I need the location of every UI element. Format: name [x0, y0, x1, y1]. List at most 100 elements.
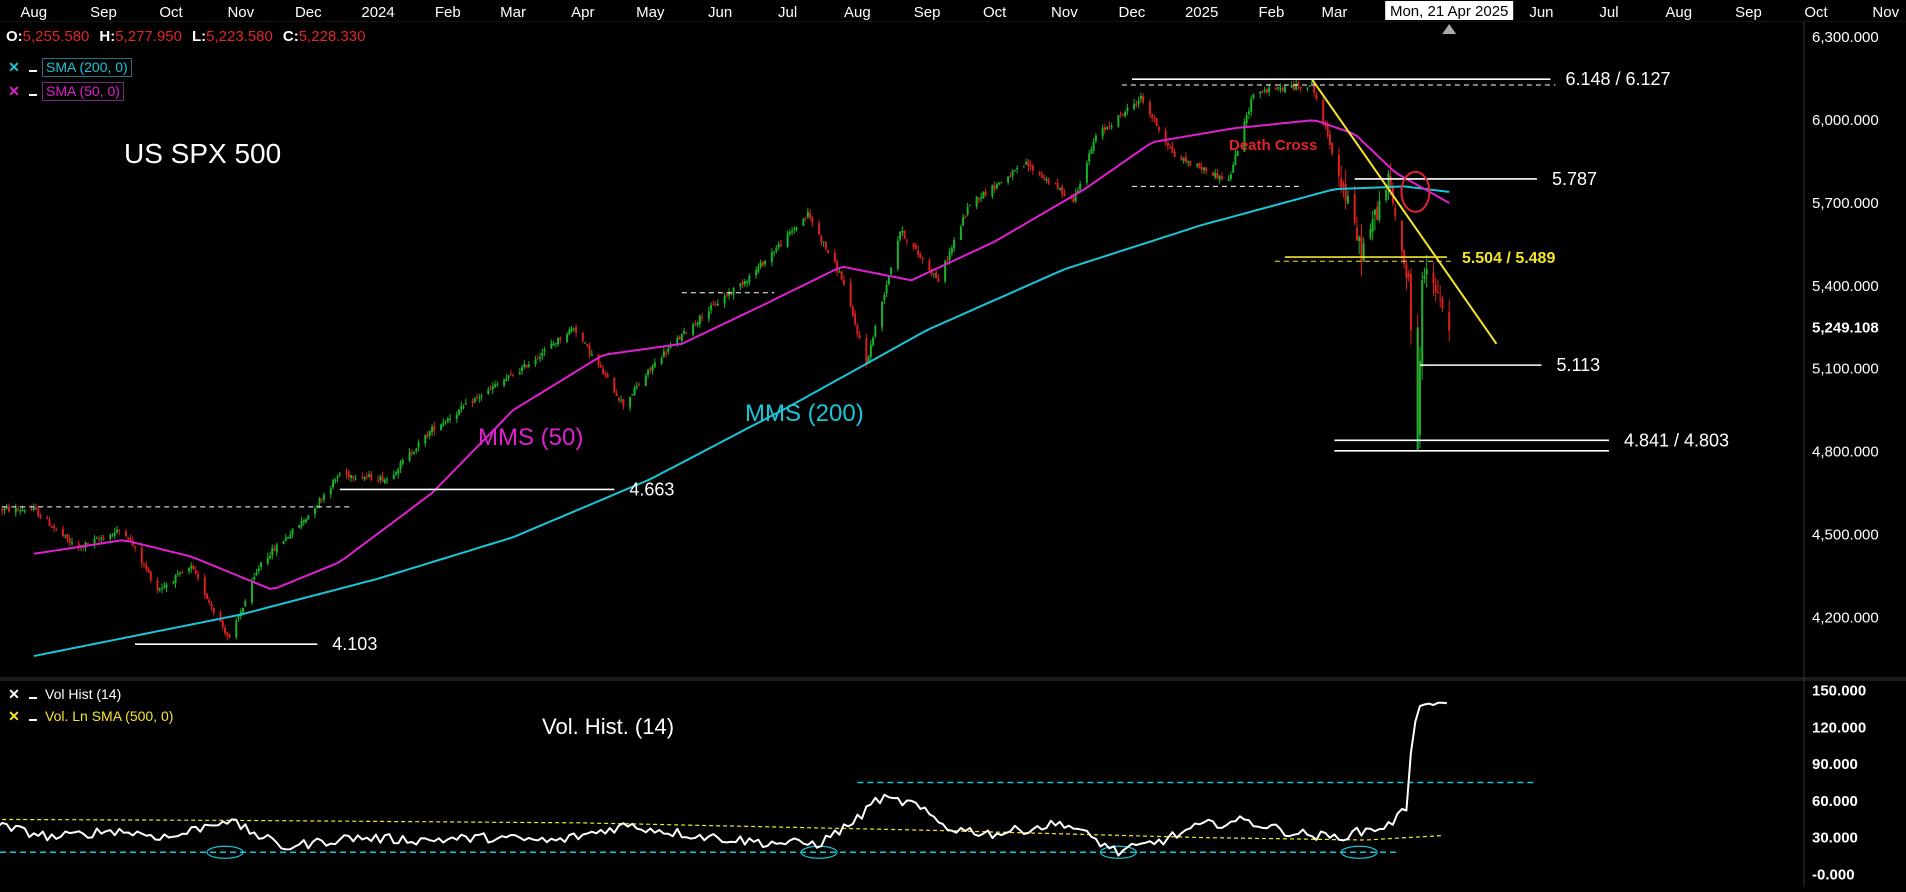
candle-body	[269, 555, 272, 558]
candle-body	[1101, 128, 1104, 137]
candle-body	[1040, 174, 1043, 178]
candle-body	[127, 537, 130, 540]
candle-body	[836, 261, 839, 272]
candle-body	[1371, 219, 1374, 232]
candle-body	[147, 568, 150, 573]
candle-body	[1045, 178, 1048, 181]
candle-body	[1211, 172, 1214, 177]
annotation-label: Death Cross	[1229, 137, 1317, 154]
candle-body	[1090, 149, 1093, 154]
candle-body	[449, 418, 452, 420]
candle-body	[991, 184, 994, 197]
candle-body	[365, 476, 368, 478]
time-tick-label: Mar	[500, 4, 526, 21]
candle-body	[212, 607, 215, 613]
candle-body	[521, 367, 524, 372]
time-tick-label: Jun	[1529, 4, 1553, 21]
candle-body	[912, 243, 915, 248]
candle-body	[757, 266, 760, 272]
candle-body	[1387, 173, 1390, 190]
candle-body	[1029, 165, 1032, 167]
candle-body	[525, 365, 528, 368]
candle-body	[399, 461, 402, 469]
candle-body	[590, 354, 593, 356]
candle-body	[604, 373, 607, 376]
candle-body	[505, 378, 508, 382]
candle-body	[471, 401, 474, 404]
candle-body	[581, 332, 584, 341]
remove-icon[interactable]: ✕	[8, 82, 20, 99]
candle-body	[761, 261, 764, 266]
time-tick-label: 2025	[1185, 4, 1218, 21]
candle-body	[1308, 85, 1311, 87]
line-style-icon[interactable]	[26, 59, 40, 75]
candle-body	[606, 374, 609, 378]
candle-body	[786, 233, 789, 247]
line-style-icon[interactable]	[26, 83, 40, 99]
candle-body	[1038, 171, 1041, 175]
candle-body	[336, 476, 339, 479]
price-tick-label: 4,800.000	[1812, 444, 1879, 461]
price-tick-label: 4,500.000	[1812, 526, 1879, 543]
legend-vol-sma[interactable]: ✕ Vol. Ln SMA (500, 0)	[6, 706, 176, 726]
candle-body	[62, 528, 65, 537]
legend-sma200[interactable]: ✕ SMA (200, 0)	[6, 57, 132, 77]
candle-body	[188, 567, 191, 572]
candle-body	[66, 533, 69, 540]
remove-icon[interactable]: ✕	[8, 685, 20, 702]
candle-body	[1236, 150, 1239, 156]
candle-body	[444, 421, 447, 423]
candle-body	[323, 494, 326, 500]
candle-body	[950, 247, 953, 253]
candle-body	[494, 384, 497, 388]
candle-body	[723, 296, 726, 304]
candle-body	[143, 563, 146, 565]
candle-body	[1061, 186, 1064, 194]
legend-sma200-label: SMA (200, 0)	[42, 57, 132, 77]
ohlc-item: L:5,223.580	[192, 28, 273, 45]
candle-body	[701, 317, 704, 319]
candle-body	[1189, 161, 1192, 166]
candle-body	[221, 620, 224, 628]
candle-body	[1103, 127, 1106, 131]
candle-body	[1322, 100, 1325, 123]
remove-icon[interactable]: ✕	[8, 58, 20, 75]
candle-body	[635, 386, 638, 388]
candle-body	[1245, 115, 1248, 123]
candle-body	[1072, 198, 1075, 203]
legend-sma50[interactable]: ✕ SMA (50, 0)	[6, 81, 124, 101]
candle-body	[458, 409, 461, 415]
candle-body	[266, 557, 269, 564]
candle-body	[1184, 156, 1187, 163]
line-style-icon[interactable]	[26, 686, 40, 702]
candle-body	[1202, 167, 1205, 171]
candle-body	[1268, 87, 1271, 92]
candle-body	[237, 616, 240, 619]
line-style-icon[interactable]	[26, 708, 40, 724]
candle-body	[1358, 237, 1361, 242]
candle-body	[314, 508, 317, 514]
candle-body	[667, 347, 670, 352]
candle-body	[1076, 190, 1079, 193]
time-tick-label: Jun	[708, 4, 732, 21]
candle-body	[46, 517, 49, 520]
candle-body	[1265, 89, 1268, 93]
time-tick-label: 2024	[361, 4, 394, 21]
candle-body	[773, 252, 776, 254]
candle-body	[1022, 166, 1025, 168]
candle-body	[1126, 107, 1129, 112]
candle-body	[572, 328, 575, 330]
level-label: 5.504 / 5.489	[1462, 250, 1556, 267]
candle-body	[1227, 179, 1230, 181]
candle-body	[874, 326, 877, 337]
ohlc-item: H:5,277.950	[99, 28, 182, 45]
candle-body	[368, 474, 371, 477]
remove-icon[interactable]: ✕	[8, 707, 20, 724]
candle-body	[397, 469, 400, 474]
candle-body	[615, 392, 618, 396]
legend-vol-hist[interactable]: ✕ Vol Hist (14)	[6, 684, 124, 704]
candle-body	[35, 507, 38, 510]
candle-body	[68, 538, 71, 543]
candle-body	[856, 325, 859, 335]
